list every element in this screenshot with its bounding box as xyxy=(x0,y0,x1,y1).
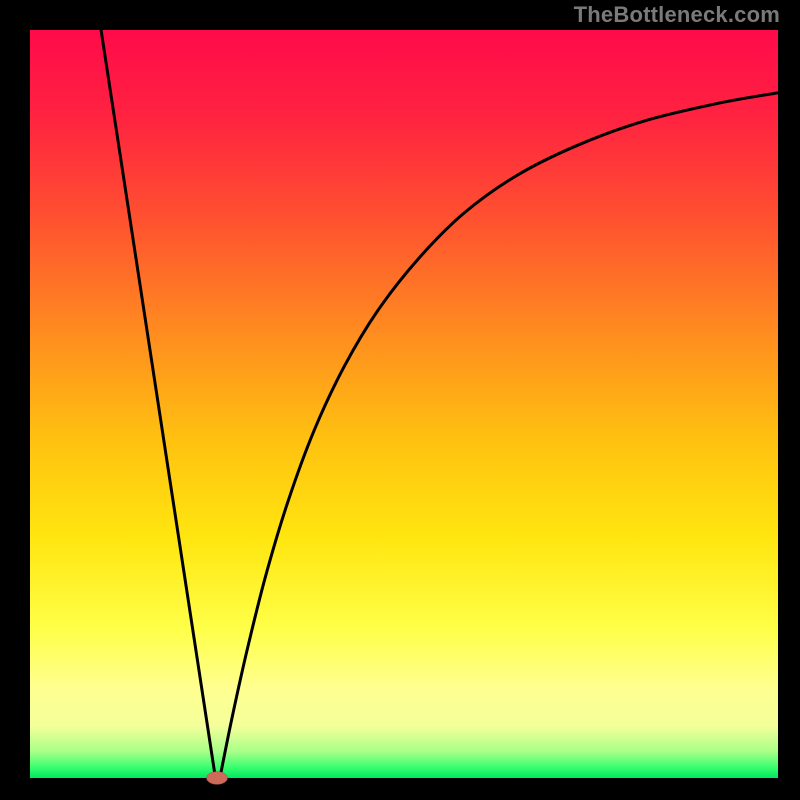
optimum-marker xyxy=(207,772,228,785)
gradient-background xyxy=(30,30,778,778)
bottleneck-curve-chart xyxy=(0,0,800,800)
watermark-text: TheBottleneck.com xyxy=(574,2,780,28)
chart-frame: TheBottleneck.com xyxy=(0,0,800,800)
